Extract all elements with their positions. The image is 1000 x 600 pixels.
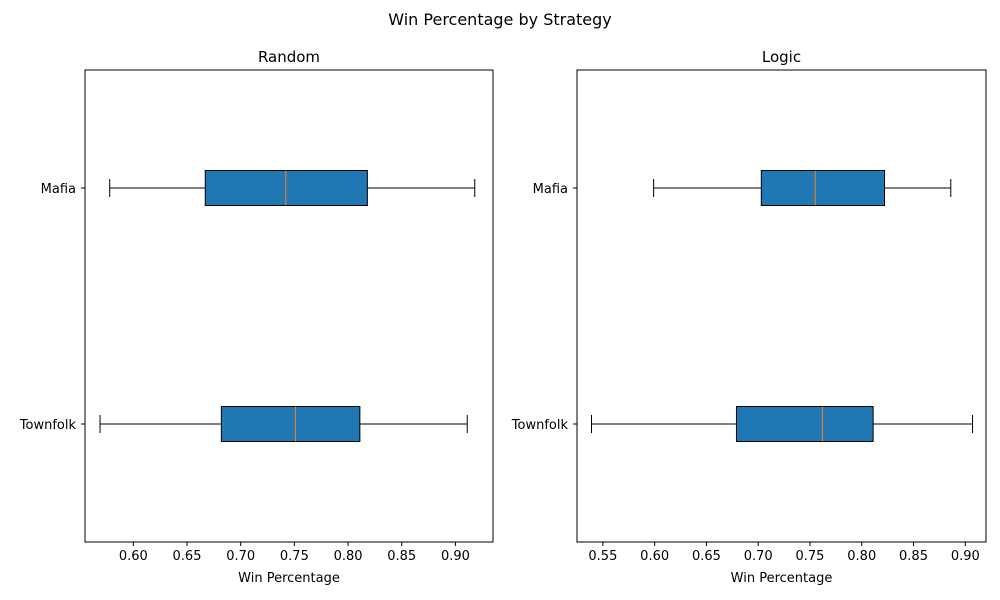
panel-random: Random 0.60 0.65 0.70 0.75 0.80 0.85 0.90 Townfo… xyxy=(19,48,494,586)
y-tick-label: Mafia xyxy=(533,182,568,197)
x-tick-label: 0.90 xyxy=(951,549,980,564)
x-tick-label: 0.80 xyxy=(847,549,876,564)
iqr-box xyxy=(735,406,874,442)
x-tick-label: 0.70 xyxy=(744,549,773,564)
x-tick-label: 0.70 xyxy=(226,549,255,564)
y-tick-label: Townfolk xyxy=(19,418,77,433)
x-tick-label: 0.55 xyxy=(588,549,617,564)
x-axis-label: Win Percentage xyxy=(731,571,833,586)
x-tick-label: 0.65 xyxy=(692,549,721,564)
x-tick-label: 0.75 xyxy=(795,549,824,564)
figure-title: Win Percentage by Strategy xyxy=(388,10,612,29)
y-tick-label: Townfolk xyxy=(511,418,569,433)
x-tick-label: 0.60 xyxy=(119,549,148,564)
x-axis-label: Win Percentage xyxy=(238,571,340,586)
panel-logic: Logic 0.55 0.60 0.65 0.70 0.75 0.80 0.85 0.90 Tow… xyxy=(511,48,987,586)
panel-title: Logic xyxy=(762,48,801,66)
x-tick-label: 0.85 xyxy=(387,549,416,564)
x-tick-label: 0.65 xyxy=(173,549,202,564)
axes-frame xyxy=(84,69,494,543)
x-tick-label: 0.60 xyxy=(640,549,669,564)
box-mafia xyxy=(109,170,476,206)
box-townfolk xyxy=(99,406,468,442)
box-townfolk xyxy=(590,406,974,442)
box-mafia xyxy=(653,170,952,206)
panels: Random 0.60 0.65 0.70 0.75 0.80 0.85 0.90 Townfo… xyxy=(19,48,987,586)
iqr-box xyxy=(760,170,886,206)
iqr-box xyxy=(204,170,368,206)
x-tick-label: 0.85 xyxy=(899,549,928,564)
x-tick-label: 0.90 xyxy=(441,549,470,564)
panel-title: Random xyxy=(258,48,320,66)
iqr-box xyxy=(220,406,361,442)
axes-frame xyxy=(576,69,987,543)
x-tick-label: 0.80 xyxy=(334,549,363,564)
x-tick-label: 0.75 xyxy=(280,549,309,564)
y-tick-label: Mafia xyxy=(41,182,76,197)
